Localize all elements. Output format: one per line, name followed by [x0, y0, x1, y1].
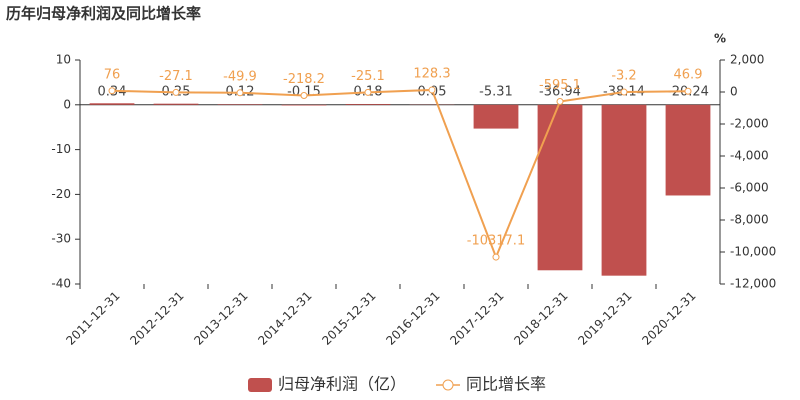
x-tick-label: 2016-12-31 — [383, 289, 442, 348]
line-point — [492, 253, 500, 261]
line-value-label: 76 — [104, 67, 121, 82]
legend-label: 同比增长率 — [466, 375, 546, 394]
bar — [473, 104, 519, 129]
x-tick-label: 2020-12-31 — [639, 289, 698, 348]
y2-tick-label: -2,000 — [730, 117, 769, 131]
y2-tick-label: -12,000 — [730, 277, 776, 291]
line-value-label: -3.2 — [611, 69, 636, 84]
x-tick-label: 2013-12-31 — [191, 289, 250, 348]
bar — [281, 104, 327, 106]
line-value-label: -595.1 — [539, 78, 581, 93]
y2-axis-unit: % — [714, 32, 726, 46]
y-tick-label: -10 — [51, 142, 71, 156]
bar — [153, 103, 199, 105]
bar — [601, 104, 647, 276]
line-value-label: 46.9 — [674, 68, 703, 83]
line-point — [236, 89, 244, 97]
line-value-label: -49.9 — [223, 69, 257, 84]
legend-label: 归母净利润（亿） — [278, 375, 406, 394]
y-tick-label: 0 — [63, 97, 71, 111]
line-point — [620, 88, 628, 96]
chart-title: 历年归母净利润及同比增长率 — [6, 5, 201, 23]
x-tick-label: 2019-12-31 — [575, 289, 634, 348]
line-point — [300, 91, 308, 99]
line-point — [108, 87, 116, 95]
bar — [537, 104, 583, 271]
y2-tick-label: -10,000 — [730, 245, 776, 259]
y2-tick-label: -8,000 — [730, 213, 769, 227]
y-tick-label: 10 — [56, 53, 71, 67]
x-tick-label: 2014-12-31 — [255, 289, 314, 348]
y-tick-label: -20 — [51, 187, 71, 201]
x-tick-label: 2015-12-31 — [319, 289, 378, 348]
y2-tick-label: -6,000 — [730, 181, 769, 195]
line-value-label: -218.2 — [283, 72, 325, 87]
y2-tick-label: -4,000 — [730, 149, 769, 163]
bar-value-label: -5.31 — [479, 84, 513, 99]
line-point — [556, 98, 564, 106]
line-point — [428, 86, 436, 94]
y2-tick-label: 0 — [730, 85, 738, 99]
line-point — [684, 87, 692, 95]
x-tick-label: 2012-12-31 — [127, 289, 186, 348]
y2-tick-label: 2,000 — [730, 53, 764, 67]
bar — [217, 104, 263, 105]
line-value-label: -27.1 — [159, 69, 193, 84]
line-value-label: -10317.1 — [467, 234, 525, 249]
line — [111, 88, 689, 260]
y-tick-label: -30 — [51, 232, 71, 246]
x-tick-label: 2017-12-31 — [447, 289, 506, 348]
y-tick-label: -40 — [51, 277, 71, 291]
line-point — [172, 88, 180, 96]
line-value-label: 128.3 — [413, 66, 450, 81]
x-tick-label: 2018-12-31 — [511, 289, 570, 348]
line-point — [364, 88, 372, 96]
bar — [89, 103, 135, 105]
line-value-label: -25.1 — [351, 69, 385, 84]
x-tick-label: 2011-12-31 — [63, 289, 122, 348]
bar — [345, 103, 391, 105]
bar-value-label: -36.94 — [539, 84, 581, 99]
bar — [665, 104, 711, 196]
legend-swatch — [442, 379, 454, 391]
legend-swatch — [248, 378, 272, 392]
